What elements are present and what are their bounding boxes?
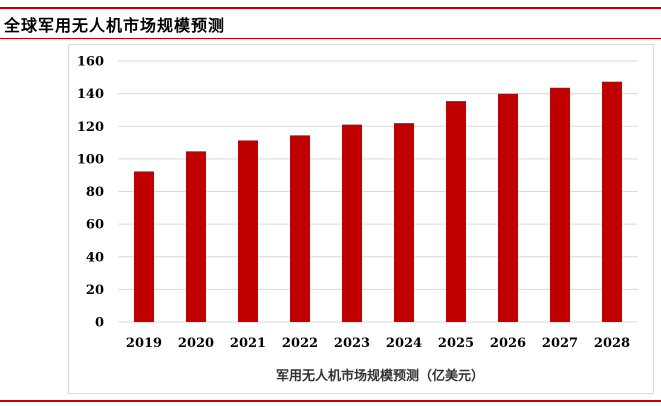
y-tick-label: 100 — [77, 152, 104, 167]
y-tick-label: 140 — [77, 87, 104, 102]
bottom-rule — [0, 400, 661, 402]
x-tick-label: 2019 — [126, 336, 162, 351]
bar-2021 — [238, 140, 258, 322]
x-tick-label: 2026 — [490, 336, 526, 351]
x-tick-label: 2024 — [386, 336, 422, 351]
x-tick-label: 2023 — [334, 336, 370, 351]
x-tick-label: 2027 — [542, 336, 578, 351]
title-underline — [0, 38, 661, 39]
bar-2028 — [602, 81, 622, 322]
bar-2026 — [498, 93, 518, 323]
bars — [134, 81, 622, 323]
y-tick-label: 160 — [77, 55, 104, 70]
page-title: 全球军用无人机市场规模预测 — [4, 16, 226, 35]
x-tick-label: 2028 — [594, 336, 630, 351]
chart-frame — [68, 44, 654, 394]
bar-2024 — [394, 123, 414, 322]
y-tick-label: 20 — [86, 283, 104, 298]
x-tick-label: 2020 — [178, 336, 214, 351]
bar-2025 — [446, 101, 466, 322]
bar-2022 — [290, 135, 310, 322]
x-tick-label: 2025 — [438, 336, 474, 351]
y-tick-label: 60 — [86, 218, 104, 233]
top-rule — [0, 7, 661, 9]
x-axis-label: 军用无人机市场规模预测（亿美元） — [276, 368, 484, 384]
y-axis-ticks: 0 20 40 60 80 100 120 140 160 — [77, 55, 104, 331]
bar-2027 — [550, 87, 570, 322]
bar-2019 — [134, 171, 154, 322]
bar-2020 — [186, 151, 206, 322]
y-tick-label: 80 — [86, 185, 104, 200]
x-axis-ticks: 2019 2020 2021 2022 2023 2024 2025 2026 2027 2028 — [126, 336, 630, 351]
bar-2023 — [342, 124, 362, 323]
x-tick-label: 2021 — [230, 336, 266, 351]
y-tick-label: 0 — [95, 316, 104, 331]
y-tick-label: 40 — [86, 250, 104, 265]
x-tick-label: 2022 — [282, 336, 318, 351]
y-tick-label: 120 — [77, 120, 104, 135]
